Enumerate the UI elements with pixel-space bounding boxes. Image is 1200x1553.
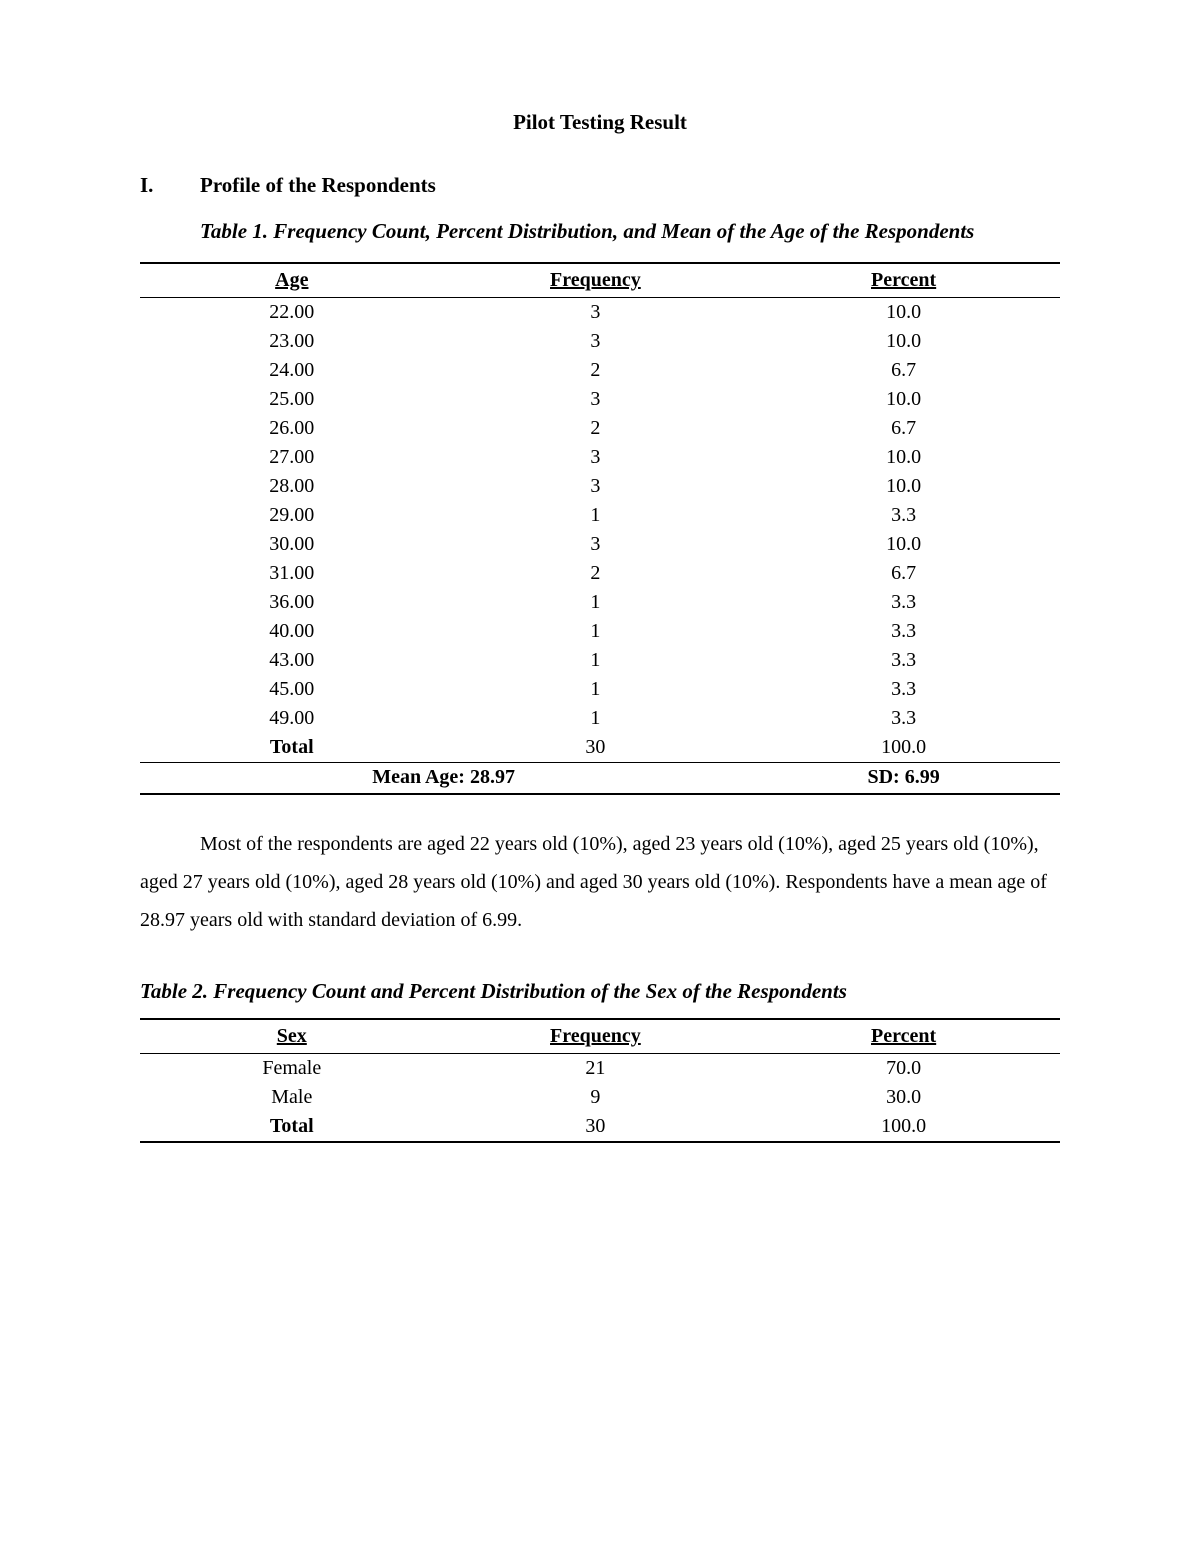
table-cell: 29.00 [140,501,444,530]
table-cell: 6.7 [747,559,1060,588]
table-row: 25.00310.0 [140,385,1060,414]
table-cell: 10.0 [747,385,1060,414]
table1-summary-row: Mean Age: 28.97 SD: 6.99 [140,762,1060,794]
table2-total-label: Total [140,1112,444,1142]
table-row: 28.00310.0 [140,472,1060,501]
table1-mean: Mean Age: 28.97 [140,762,747,794]
table-row: 36.0013.3 [140,588,1060,617]
table2-total-percent: 100.0 [747,1112,1060,1142]
table-cell: 3 [444,297,748,327]
table-row: 29.0013.3 [140,501,1060,530]
table-cell: 45.00 [140,675,444,704]
table-row: 27.00310.0 [140,443,1060,472]
table-cell: 3 [444,327,748,356]
table-cell: 3 [444,530,748,559]
table-cell: 3 [444,385,748,414]
table-cell: 3.3 [747,675,1060,704]
table-cell: 70.0 [747,1053,1060,1083]
table-cell: 43.00 [140,646,444,675]
table-cell: 2 [444,356,748,385]
table2-total-frequency: 30 [444,1112,748,1142]
table1-caption: Table 1. Frequency Count, Percent Distri… [200,212,1060,252]
table1-sd: SD: 6.99 [747,762,1060,794]
table-cell: 31.00 [140,559,444,588]
table-cell: 3.3 [747,588,1060,617]
table2: Sex Frequency Percent Female2170.0Male93… [140,1018,1060,1143]
table-cell: 2 [444,559,748,588]
table-cell: 10.0 [747,472,1060,501]
table-row: 31.0026.7 [140,559,1060,588]
table1-header-row: Age Frequency Percent [140,263,1060,298]
table-cell: 3.3 [747,617,1060,646]
table-cell: Male [140,1083,444,1112]
table-cell: 22.00 [140,297,444,327]
section-title: Profile of the Respondents [200,173,436,198]
table-cell: 24.00 [140,356,444,385]
table1: Age Frequency Percent 22.00310.023.00310… [140,262,1060,795]
table-row: 30.00310.0 [140,530,1060,559]
table-cell: 49.00 [140,704,444,733]
table-cell: 3 [444,443,748,472]
table1-total-row: Total 30 100.0 [140,733,1060,763]
table-row: Male930.0 [140,1083,1060,1112]
table-cell: 9 [444,1083,748,1112]
table-cell: 10.0 [747,530,1060,559]
table1-total-frequency: 30 [444,733,748,763]
section-header: I. Profile of the Respondents [140,173,1060,198]
table2-header-row: Sex Frequency Percent [140,1019,1060,1054]
table-row: 49.0013.3 [140,704,1060,733]
table-cell: 3.3 [747,704,1060,733]
table1-total-percent: 100.0 [747,733,1060,763]
table-row: 24.0026.7 [140,356,1060,385]
table-cell: 10.0 [747,327,1060,356]
table-cell: 28.00 [140,472,444,501]
table1-col-frequency: Frequency [444,263,748,298]
table-cell: 3 [444,472,748,501]
table-cell: 25.00 [140,385,444,414]
table-cell: 6.7 [747,414,1060,443]
table-cell: 2 [444,414,748,443]
document-title: Pilot Testing Result [140,110,1060,135]
table1-col-age: Age [140,263,444,298]
section-number: I. [140,173,200,198]
table-cell: 30.00 [140,530,444,559]
table-cell: 1 [444,704,748,733]
table2-col-sex: Sex [140,1019,444,1054]
table-row: 26.0026.7 [140,414,1060,443]
table-cell: 36.00 [140,588,444,617]
table-cell: 1 [444,588,748,617]
table-cell: 1 [444,501,748,530]
table-row: Female2170.0 [140,1053,1060,1083]
table-cell: 27.00 [140,443,444,472]
table-cell: 10.0 [747,443,1060,472]
table-cell: 1 [444,675,748,704]
table-cell: 3.3 [747,646,1060,675]
table2-total-row: Total 30 100.0 [140,1112,1060,1142]
table-cell: 1 [444,617,748,646]
table-cell: 3.3 [747,501,1060,530]
table-cell: 1 [444,646,748,675]
table1-total-label: Total [140,733,444,763]
table-row: 23.00310.0 [140,327,1060,356]
paragraph1: Most of the respondents are aged 22 year… [140,825,1060,939]
table-cell: 40.00 [140,617,444,646]
table-cell: 21 [444,1053,748,1083]
table-row: 43.0013.3 [140,646,1060,675]
table-cell: 26.00 [140,414,444,443]
table2-caption: Table 2. Frequency Count and Percent Dis… [140,979,1060,1004]
table2-col-frequency: Frequency [444,1019,748,1054]
table2-col-percent: Percent [747,1019,1060,1054]
table-cell: 10.0 [747,297,1060,327]
table-row: 40.0013.3 [140,617,1060,646]
table-cell: 30.0 [747,1083,1060,1112]
table1-col-percent: Percent [747,263,1060,298]
table-cell: Female [140,1053,444,1083]
table-cell: 23.00 [140,327,444,356]
table-row: 22.00310.0 [140,297,1060,327]
table-row: 45.0013.3 [140,675,1060,704]
table-cell: 6.7 [747,356,1060,385]
